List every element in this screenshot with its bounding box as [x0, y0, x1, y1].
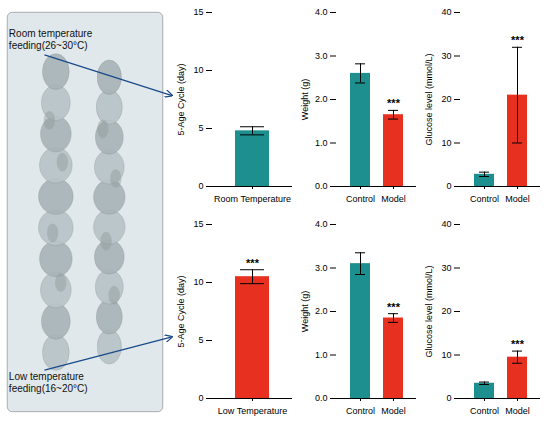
- svg-text:Model: Model: [381, 406, 406, 416]
- svg-text:Control: Control: [470, 406, 499, 416]
- svg-text:0: 0: [198, 393, 203, 403]
- svg-text:30: 30: [441, 263, 451, 273]
- svg-text:***: ***: [246, 257, 260, 269]
- svg-text:Model: Model: [381, 194, 406, 204]
- svg-text:Low Temperature: Low Temperature: [218, 406, 287, 416]
- svg-text:40: 40: [441, 7, 451, 17]
- svg-text:10: 10: [441, 350, 451, 360]
- svg-text:5-Age Cycle (day): 5-Age Cycle (day): [176, 63, 186, 135]
- svg-text:Model: Model: [505, 194, 530, 204]
- svg-text:Control: Control: [470, 194, 499, 204]
- svg-text:0: 0: [446, 393, 451, 403]
- svg-text:15: 15: [193, 7, 203, 17]
- svg-text:2.0: 2.0: [315, 306, 328, 316]
- svg-text:15: 15: [193, 219, 203, 229]
- svg-text:10: 10: [193, 65, 203, 75]
- svg-text:0.0: 0.0: [315, 181, 328, 191]
- svg-text:***: ***: [511, 34, 525, 46]
- svg-text:***: ***: [511, 338, 525, 350]
- svg-text:0: 0: [446, 181, 451, 191]
- svg-text:Low temperaturefeeding(16~20°C: Low temperaturefeeding(16~20°C): [9, 371, 88, 394]
- svg-text:Control: Control: [346, 406, 375, 416]
- svg-text:4.0: 4.0: [315, 7, 328, 17]
- svg-text:Glucose level (mmol/L): Glucose level (mmol/L): [424, 53, 434, 145]
- svg-text:40: 40: [441, 219, 451, 229]
- svg-text:Weight (g): Weight (g): [300, 291, 310, 332]
- svg-text:30: 30: [441, 51, 451, 61]
- svg-text:0.0: 0.0: [315, 393, 328, 403]
- svg-text:3.0: 3.0: [315, 263, 328, 273]
- svg-text:5: 5: [198, 123, 203, 133]
- svg-text:10: 10: [193, 277, 203, 287]
- svg-text:Model: Model: [505, 406, 530, 416]
- svg-text:10: 10: [441, 138, 451, 148]
- svg-text:Weight (g): Weight (g): [300, 79, 310, 120]
- svg-text:4.0: 4.0: [315, 219, 328, 229]
- svg-text:2.0: 2.0: [315, 94, 328, 104]
- svg-text:***: ***: [387, 97, 401, 109]
- svg-text:20: 20: [441, 94, 451, 104]
- svg-text:***: ***: [387, 301, 401, 313]
- svg-text:3.0: 3.0: [315, 51, 328, 61]
- svg-text:Room Temperature: Room Temperature: [214, 194, 291, 204]
- svg-text:0: 0: [198, 181, 203, 191]
- svg-text:Room temperaturefeeding(26~30°: Room temperaturefeeding(26~30°C): [9, 28, 93, 51]
- svg-text:5-Age Cycle (day): 5-Age Cycle (day): [176, 275, 186, 347]
- svg-text:Control: Control: [346, 194, 375, 204]
- svg-text:1.0: 1.0: [315, 138, 328, 148]
- svg-text:1.0: 1.0: [315, 350, 328, 360]
- svg-text:Glucose level (mmol/L): Glucose level (mmol/L): [424, 265, 434, 357]
- svg-text:5: 5: [198, 335, 203, 345]
- svg-text:20: 20: [441, 306, 451, 316]
